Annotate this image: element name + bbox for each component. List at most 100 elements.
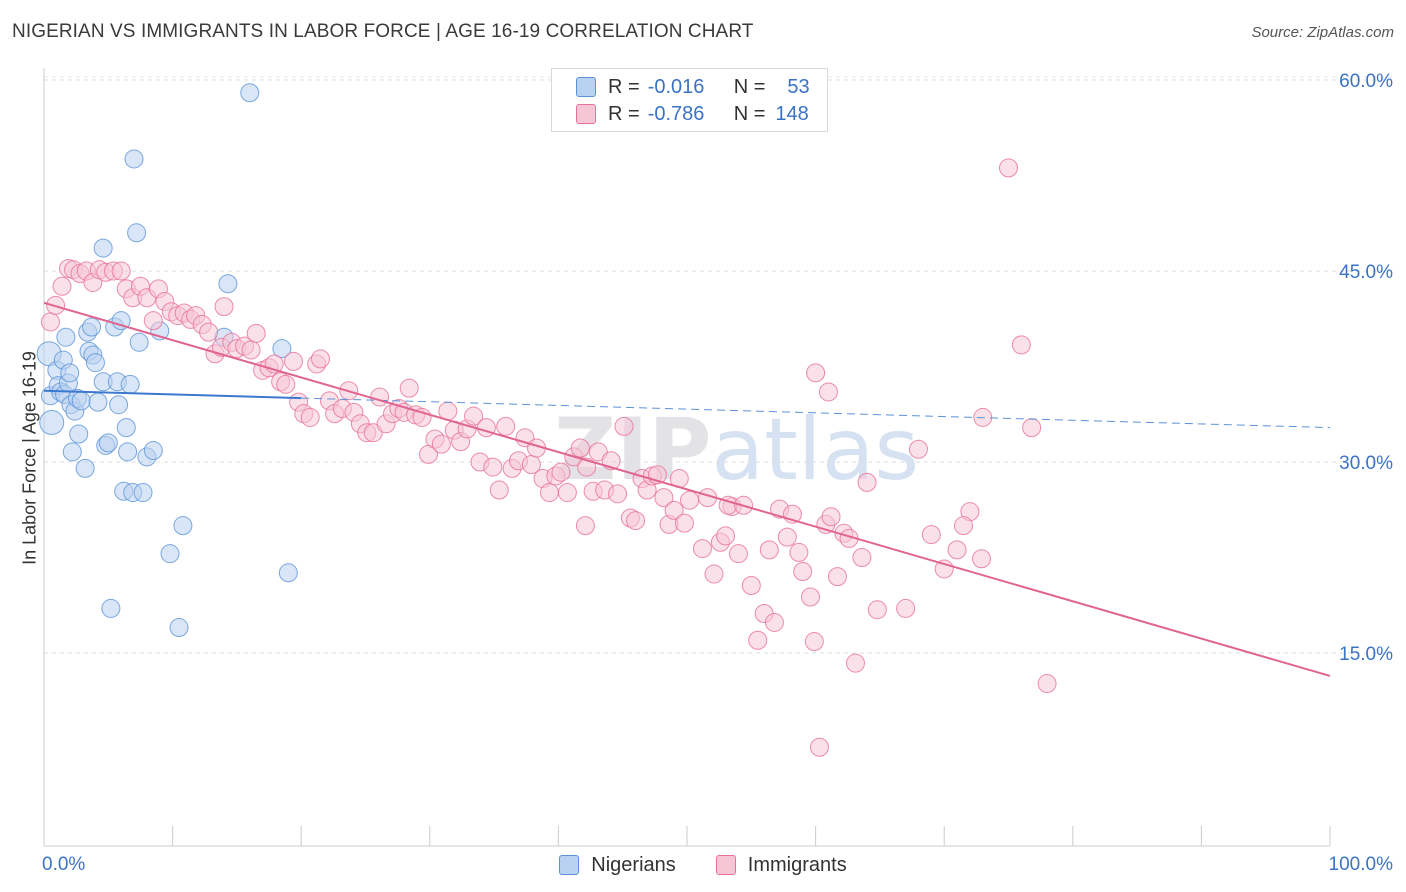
immigrants-r-value: -0.786 <box>647 102 705 125</box>
immigrant-point <box>570 438 590 458</box>
nigerian-point <box>143 441 163 461</box>
immigrant-point <box>664 500 684 520</box>
immigrant-point <box>539 483 559 503</box>
immigrant-point <box>857 472 877 492</box>
nigerian-point <box>101 598 121 618</box>
immigrants-points <box>40 158 1057 757</box>
immigrant-point <box>310 349 330 369</box>
n-label: N = <box>733 75 766 98</box>
immigrant-point <box>674 513 694 533</box>
immigrant-point <box>40 312 60 332</box>
nigerian-point <box>240 83 260 103</box>
immigrant-point <box>716 526 736 546</box>
immigrants-swatch <box>715 855 736 875</box>
immigrant-point <box>789 542 809 562</box>
y-tick-label-15: 15.0% <box>1339 644 1393 665</box>
legend-label-nigerians: Nigerians <box>591 853 676 876</box>
immigrant-point <box>496 416 516 436</box>
immigrant-point <box>692 539 712 559</box>
nigerian-point <box>88 392 108 412</box>
immigrant-point <box>483 457 503 477</box>
nigerian-point <box>272 339 292 359</box>
immigrant-point <box>431 434 451 454</box>
immigrants-swatch <box>576 104 596 124</box>
trend-lines <box>43 301 1331 677</box>
nigerian-point <box>116 418 136 438</box>
immigrant-point <box>489 480 509 500</box>
nigerian-point <box>85 353 105 373</box>
nigerian-point <box>129 332 149 352</box>
nigerian-point <box>169 618 189 638</box>
y-axis-label: In Labor Force | Age 16-19 <box>19 351 40 565</box>
nigerian-point <box>278 563 298 583</box>
x-tick-label-min: 0.0% <box>42 854 85 875</box>
nigerian-point <box>82 317 102 337</box>
nigerian-point <box>56 327 76 347</box>
nigerian-point <box>111 311 131 331</box>
immigrant-point <box>575 516 595 536</box>
nigerians-n-value: 53 <box>787 75 810 98</box>
immigrant-point <box>199 322 219 342</box>
nigerian-point <box>218 274 238 294</box>
nigerian-point <box>98 433 118 453</box>
nigerian-point <box>120 374 140 394</box>
immigrant-point <box>793 562 813 582</box>
y-tick-label-45: 45.0% <box>1339 262 1393 283</box>
nigerian-point <box>39 410 65 436</box>
immigrants-trend-line <box>43 301 1331 677</box>
axes <box>43 68 1331 847</box>
y-tick-label-60: 60.0% <box>1339 71 1393 92</box>
immigrants-n-value: 148 <box>775 102 809 125</box>
immigrant-point <box>214 297 234 317</box>
immigrant-point <box>821 507 841 527</box>
nigerian-point <box>124 149 144 169</box>
immigrant-point <box>852 548 872 567</box>
immigrant-point <box>399 378 419 398</box>
immigrant-point <box>241 340 261 360</box>
immigrant-point <box>777 527 797 547</box>
nigerians-swatch <box>559 855 580 875</box>
immigrant-point <box>908 439 928 459</box>
nigerians-swatch <box>576 77 596 97</box>
immigrant-point <box>1022 418 1042 438</box>
immigrant-point <box>608 484 628 504</box>
r-label: R = <box>608 102 640 125</box>
immigrant-point <box>143 311 163 331</box>
legend-item-nigerians[interactable]: Nigerians <box>559 852 676 878</box>
immigrant-point <box>999 158 1018 178</box>
nigerian-point <box>71 391 91 411</box>
immigrant-point <box>557 483 577 503</box>
nigerian-point <box>69 424 89 444</box>
immigrant-point <box>370 387 390 407</box>
chart-title: NIGERIAN VS IMMIGRANTS IN LABOR FORCE | … <box>12 21 754 42</box>
immigrant-point <box>953 516 973 536</box>
tick-labels: 15.0% 30.0% 45.0% 60.0% 0.0% 100.0% <box>42 71 1393 875</box>
nigerian-point <box>60 363 80 383</box>
legend-row-nigerians: R = -0.016 N = 53 <box>576 75 810 99</box>
immigrant-point <box>947 540 967 560</box>
immigrant-point <box>921 525 941 545</box>
r-label: R = <box>608 75 640 98</box>
legend-item-immigrants[interactable]: Immigrants <box>715 852 847 878</box>
immigrant-point <box>971 549 991 569</box>
immigrant-point <box>748 630 768 650</box>
nigerian-point <box>160 544 180 564</box>
immigrant-point <box>764 612 784 632</box>
nigerians-points <box>36 83 298 638</box>
nigerian-point <box>173 516 193 536</box>
legend-label-immigrants: Immigrants <box>747 853 847 876</box>
immigrant-point <box>551 462 571 482</box>
y-tick-label-30: 30.0% <box>1339 453 1393 474</box>
immigrant-point <box>246 323 266 343</box>
immigrant-point <box>654 488 674 508</box>
immigrant-point <box>800 587 820 607</box>
immigrant-point <box>1037 674 1057 694</box>
nigerian-point <box>62 442 82 462</box>
nigerian-point <box>118 442 138 462</box>
immigrant-point <box>845 653 865 673</box>
immigrant-point <box>896 598 916 618</box>
nigerian-point <box>127 223 147 243</box>
immigrant-point <box>614 416 634 436</box>
nigerians-r-value: -0.016 <box>647 75 705 98</box>
nigerians-trend-dashed <box>301 397 1331 429</box>
